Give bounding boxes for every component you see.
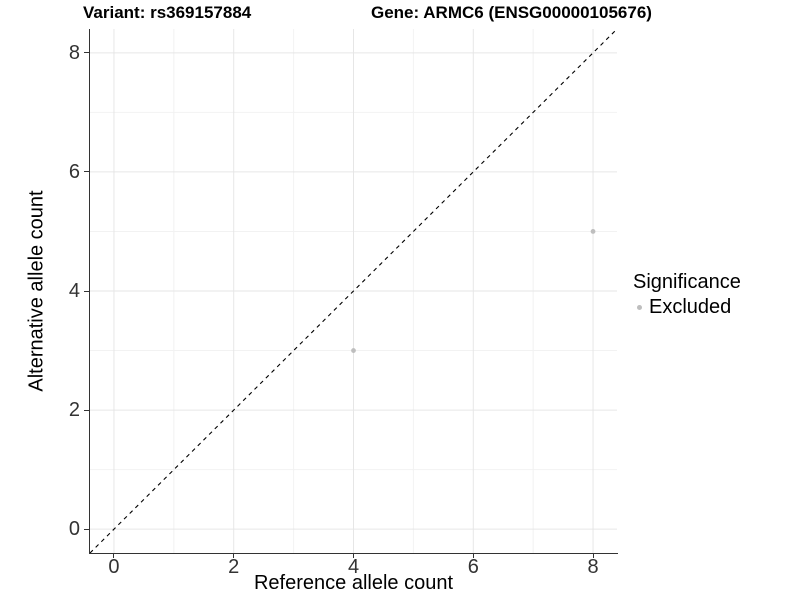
x-tick-label: 0: [108, 556, 120, 578]
y-tick-label: 8: [68, 41, 80, 64]
legend-title: Significance: [633, 271, 741, 293]
x-tick-mark: [113, 553, 115, 558]
x-tick-mark: [233, 553, 235, 558]
legend-item: Excluded: [631, 295, 741, 318]
y-tick-mark: [84, 52, 89, 54]
plot-title-gene: Gene: ARMC6 (ENSG00000105676): [371, 3, 652, 22]
plot-title-variant: Variant: rs369157884: [83, 3, 252, 22]
legend-item-label: Excluded: [649, 295, 732, 318]
y-axis-line: [88, 29, 90, 554]
y-tick-label: 0: [68, 518, 80, 541]
x-tick-label: 2: [228, 556, 240, 578]
y-tick-label: 2: [68, 399, 80, 422]
x-tick-label: 6: [467, 556, 479, 578]
legend-items: Excluded: [631, 295, 741, 318]
y-tick-label: 6: [68, 160, 80, 183]
y-axis-title: Alternative allele count: [25, 190, 48, 392]
x-tick-label: 4: [347, 556, 360, 578]
x-tick-mark: [353, 553, 354, 558]
legend-point-icon: [637, 304, 642, 310]
x-axis-title: Reference allele count: [253, 572, 453, 594]
legend: Significance Excluded: [631, 271, 741, 318]
plot-canvas: [90, 29, 617, 553]
y-tick-label: 4: [68, 280, 80, 302]
y-tick-mark: [84, 171, 89, 173]
x-tick-mark: [592, 553, 594, 558]
y-tick-mark: [84, 409, 89, 411]
data-point: [351, 348, 356, 353]
x-tick-mark: [472, 553, 474, 558]
x-tick-label: 8: [587, 556, 599, 578]
y-tick-mark: [84, 528, 89, 530]
y-tick-mark: [84, 290, 89, 292]
data-point: [590, 229, 596, 234]
identity-reference-line: [90, 29, 617, 553]
plot-panel: [90, 29, 617, 553]
